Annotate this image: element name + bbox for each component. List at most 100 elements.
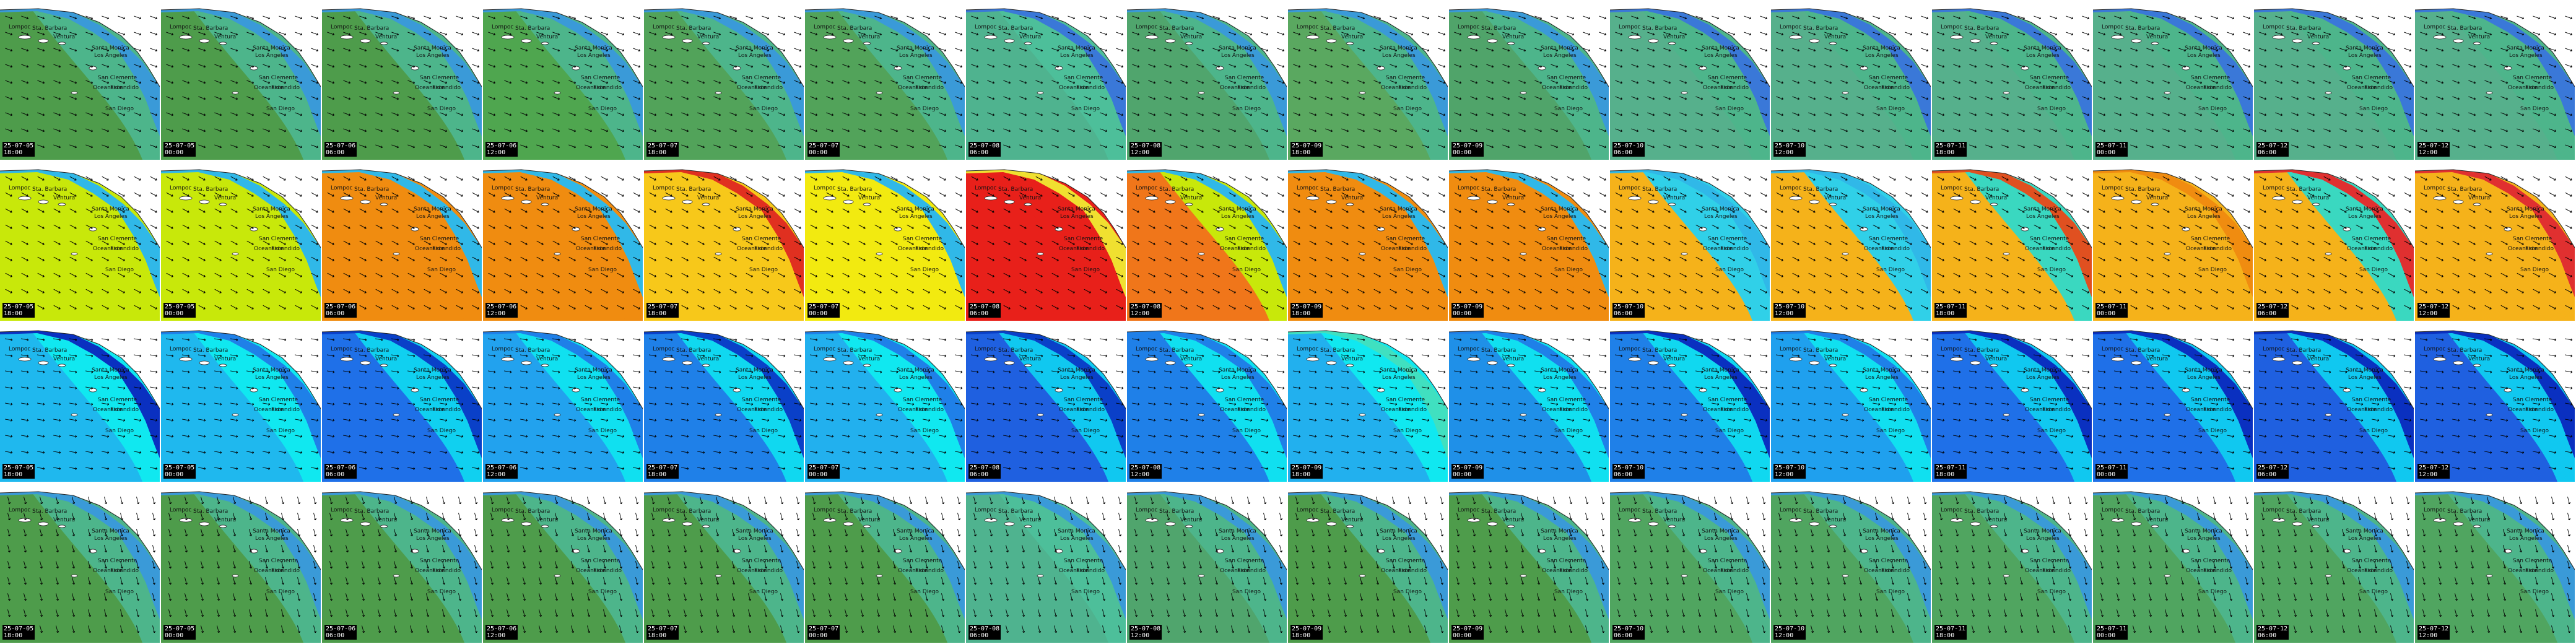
place-label: Oceanside	[737, 85, 767, 91]
place-label: San Clemente	[1869, 397, 1908, 403]
timestamp-date: 25-07-10	[1614, 142, 1644, 149]
land-area	[322, 483, 482, 570]
island	[521, 521, 532, 526]
place-label: Santa Monica	[2507, 206, 2544, 212]
place-label: Lompoc	[1297, 346, 1318, 352]
island	[2003, 413, 2010, 417]
island	[662, 35, 676, 40]
map-canvas: Lompoc Sta. Barbara Ventura Santa Monica Los…	[1288, 483, 1448, 643]
map-canvas: Lompoc Sta. Barbara Ventura Santa Monica Los…	[2093, 322, 2253, 482]
place-label: Santa Monica	[1541, 528, 1578, 534]
timestamp-time: 06:00	[2258, 471, 2277, 478]
direction-arrows	[1454, 176, 1606, 310]
map-canvas: Lompoc Sta. Barbara Ventura Santa Monica Los…	[322, 0, 482, 160]
timestamp-label: 25-07-11 00:00	[2095, 625, 2128, 640]
map-canvas: Lompoc Sta. Barbara Ventura Santa Monica Los…	[644, 483, 804, 643]
place-label: Oceanside	[898, 407, 928, 413]
timestamp-label: 25-07-05 00:00	[163, 142, 196, 157]
place-label: San Diego	[749, 106, 778, 112]
timestamp-time: 18:00	[648, 632, 667, 639]
timestamp-time: 12:00	[2419, 310, 2438, 317]
island	[554, 252, 561, 256]
coastline	[2254, 491, 2414, 570]
place-label: Oceanside	[415, 85, 445, 91]
island	[1216, 227, 1224, 232]
timestamp-date: 25-07-06	[487, 464, 517, 471]
island	[1306, 518, 1320, 523]
timestamp-label: 25-07-10 06:00	[1612, 464, 1645, 479]
coastline	[805, 169, 965, 248]
place-label: Lompoc	[814, 346, 835, 352]
map-canvas: Lompoc Sta. Barbara Ventura Santa Monica Los…	[2415, 0, 2575, 160]
timestamp-date: 25-07-07	[648, 303, 678, 310]
timestamp-time: 00:00	[809, 149, 828, 156]
place-label: Lompoc	[170, 346, 191, 352]
place-label: Ventura	[1985, 34, 2007, 40]
island	[179, 196, 193, 201]
timestamp-time: 00:00	[165, 471, 184, 478]
map-tile: Lompoc Sta. Barbara Ventura Santa Monica Los…	[644, 483, 804, 643]
map-canvas: Lompoc Sta. Barbara Ventura Santa Monica Los…	[1771, 483, 1931, 643]
island	[1507, 202, 1515, 206]
map-tile: Lompoc Sta. Barbara Ventura Santa Monica Los…	[966, 483, 1126, 643]
place-label: Sta. Barbara	[1964, 508, 1999, 515]
coastline	[644, 8, 804, 87]
map-tile: Lompoc Sta. Barbara Ventura Santa Monica Los…	[161, 322, 321, 482]
place-label: Sta. Barbara	[193, 25, 228, 32]
timestamp-time: 18:00	[1936, 632, 1955, 639]
place-label: San Clemente	[1869, 236, 1908, 242]
island	[58, 363, 66, 367]
island	[984, 35, 998, 40]
island	[1145, 357, 1159, 362]
island	[2272, 35, 2286, 40]
timestamp-time: 06:00	[970, 632, 989, 639]
map-tile: Lompoc Sta. Barbara Ventura Santa Monica Los…	[805, 322, 965, 482]
land-area	[966, 161, 1126, 248]
place-label: Ventura	[536, 517, 558, 523]
place-label: Sta. Barbara	[837, 25, 872, 32]
land-area	[161, 322, 321, 409]
timestamp-time: 00:00	[809, 471, 828, 478]
timestamp-date: 25-07-06	[326, 464, 356, 471]
coastline	[1610, 8, 1770, 87]
coastline	[322, 491, 482, 570]
place-label: Sta. Barbara	[998, 186, 1033, 193]
coastline	[322, 169, 482, 248]
island	[541, 524, 549, 528]
place-label: San Diego	[1232, 428, 1261, 434]
island	[2312, 41, 2320, 45]
direction-arrows	[1615, 338, 1768, 470]
island	[702, 524, 710, 528]
island	[1829, 524, 1837, 528]
place-label: Oceanside	[576, 85, 606, 91]
island	[1681, 91, 1688, 95]
coastline	[1127, 330, 1287, 409]
coastline	[644, 491, 804, 570]
direction-arrows	[5, 338, 158, 470]
place-label: San Diego	[1554, 106, 1583, 112]
land-area	[1449, 161, 1609, 248]
island	[1990, 363, 1998, 367]
place-label: Ventura	[1663, 195, 1685, 201]
island	[2486, 252, 2493, 256]
place-label: Lompoc	[2102, 185, 2123, 191]
island	[393, 413, 400, 417]
direction-arrows	[1295, 497, 1444, 633]
place-label: Los Angeles	[577, 375, 611, 381]
place-label: Oceanside	[1381, 246, 1411, 252]
island	[1789, 35, 1803, 40]
timestamp-date: 25-07-06	[326, 303, 356, 310]
place-label: Santa Monica	[2346, 528, 2383, 534]
island	[2325, 413, 2332, 417]
place-label: San Clemente	[1386, 75, 1425, 81]
island	[380, 524, 388, 528]
land-area	[1127, 161, 1287, 248]
place-label: Ventura	[1824, 195, 1846, 201]
map-tile: Lompoc Sta. Barbara Ventura Santa Monica Los…	[1127, 322, 1287, 482]
coastline	[2093, 330, 2253, 409]
direction-arrows	[1778, 497, 1927, 633]
island	[1990, 202, 1998, 206]
place-label: Sta. Barbara	[676, 508, 711, 515]
place-label: Oceanside	[2508, 568, 2538, 574]
place-label: Santa Monica	[414, 528, 451, 534]
